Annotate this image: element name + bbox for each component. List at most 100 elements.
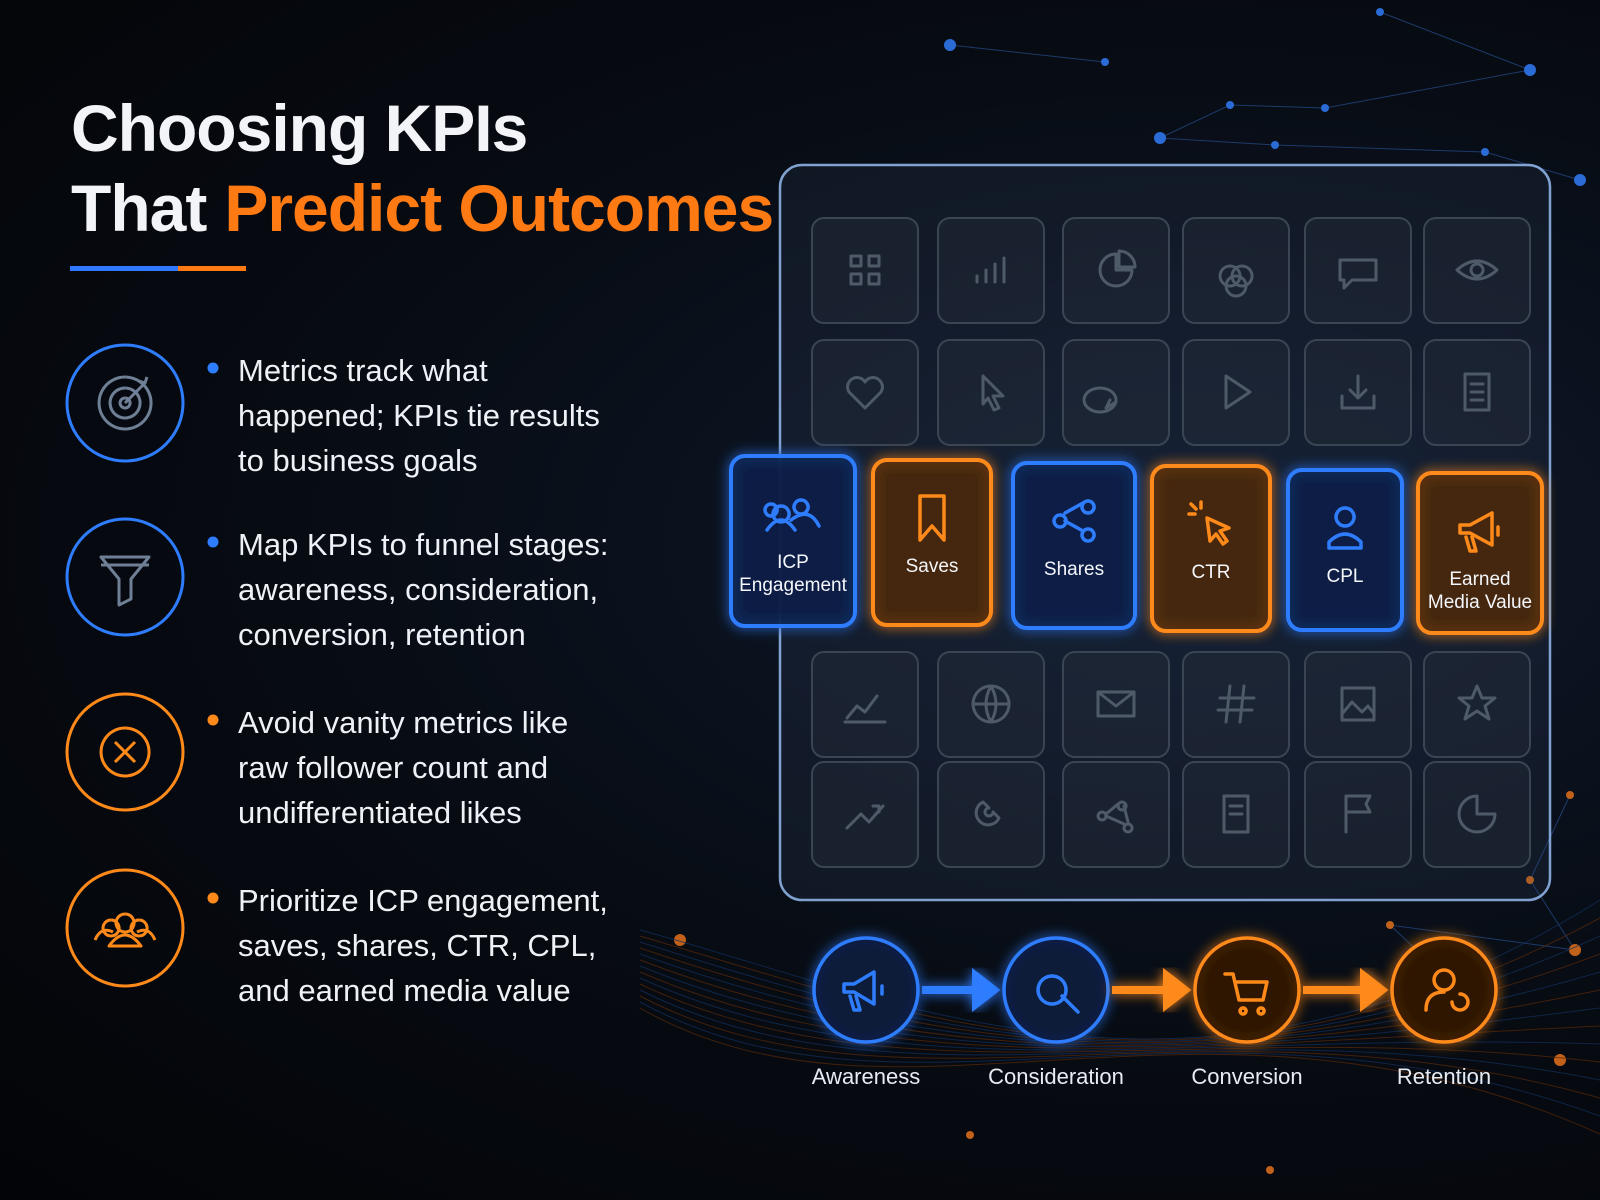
funnel-label: Awareness	[811, 1064, 921, 1089]
kpi-label: Shares	[1043, 559, 1105, 580]
tile-icon	[1096, 800, 1134, 834]
network-node	[1481, 148, 1489, 156]
tile-icon	[845, 804, 885, 830]
bullet-icons	[65, 343, 219, 988]
tile-icon	[971, 684, 1011, 724]
tile-icon	[1340, 686, 1376, 722]
network-node	[1574, 174, 1586, 186]
bullet-icon-ring	[65, 692, 185, 812]
kpi-icon	[1327, 506, 1363, 550]
icon-tile	[811, 761, 919, 868]
network-link	[1379, 11, 1531, 71]
icon-tile	[811, 339, 919, 446]
network-node	[674, 934, 686, 946]
tile-icon	[849, 254, 881, 286]
funnel-label: Consideration	[988, 1064, 1124, 1089]
bullet-icon-ring	[65, 868, 185, 988]
tile-icon	[1338, 258, 1378, 290]
funnel-ring	[812, 936, 920, 1044]
bullet-icon	[97, 375, 153, 431]
network-node	[1554, 1054, 1566, 1066]
network-node	[1569, 944, 1581, 956]
network-link	[1324, 69, 1531, 109]
icon-tile	[1423, 217, 1531, 324]
kpi-card	[1286, 468, 1404, 632]
kpi-label: CTR	[1191, 562, 1231, 583]
kpi-label: ICP Engagement	[739, 552, 847, 596]
title-line-2: That Predict Outcomes	[71, 168, 774, 248]
network-node	[966, 1131, 974, 1139]
icon-tile	[1423, 651, 1531, 758]
icon-tile	[1182, 339, 1290, 446]
tile-icon	[981, 374, 1005, 412]
kpi-card	[871, 458, 993, 627]
tile-icon	[1082, 386, 1118, 414]
network-link	[949, 44, 1106, 63]
icon-tile	[1304, 217, 1412, 324]
bullet-dot	[207, 892, 219, 904]
flow-line	[639, 983, 1600, 1063]
network-node	[1524, 64, 1536, 76]
bullet-icon-ring	[65, 343, 185, 463]
tile-icon	[1457, 684, 1497, 721]
network-node	[944, 39, 956, 51]
bullet-icon	[99, 726, 151, 778]
tile-icon	[1463, 372, 1491, 412]
icon-grid	[811, 217, 1531, 868]
tile-icon	[1224, 374, 1252, 410]
network-node	[1376, 8, 1384, 16]
funnel-ring	[1002, 936, 1110, 1044]
kpi-icon	[1187, 500, 1231, 546]
funnel-arrow	[922, 967, 1001, 1013]
network-node	[1566, 791, 1574, 799]
funnel-label: Conversion	[1191, 1064, 1303, 1089]
kpi-card	[1150, 464, 1272, 633]
funnel-icon	[1036, 974, 1080, 1014]
bullet-dot	[207, 714, 219, 726]
icon-tile	[1304, 651, 1412, 758]
icon-tile	[1182, 651, 1290, 758]
tile-icon	[846, 376, 884, 410]
icon-tile	[937, 339, 1045, 446]
network-node	[1271, 141, 1279, 149]
kpi-cards	[729, 454, 1544, 635]
funnel-label: Retention	[1396, 1064, 1492, 1089]
title-prefix: That	[71, 171, 207, 245]
funnel-icon	[1223, 972, 1269, 1016]
bullet-text: Avoid vanity metrics like raw follower c…	[238, 705, 569, 830]
title-highlight: Predict Outcomes	[224, 171, 774, 245]
network-node	[1101, 58, 1109, 66]
funnel-arrow	[1112, 967, 1192, 1013]
tile-icon	[1098, 249, 1137, 288]
kpi-label: Earned Media Value	[1427, 569, 1533, 613]
icon-tile	[811, 217, 919, 324]
underline-blue	[70, 266, 178, 271]
kpi-label: Saves	[905, 556, 959, 577]
network-node	[1226, 101, 1234, 109]
bullet-text: Map KPIs to funnel stages: awareness, co…	[238, 527, 609, 652]
kpi-icon	[1458, 511, 1500, 553]
bullet-text: Prioritize ICP engagement, saves, shares…	[238, 883, 608, 1008]
funnel-ring	[1193, 936, 1301, 1044]
tile-icon	[975, 256, 1006, 284]
funnel-arrow	[1303, 967, 1389, 1013]
bullet-icon	[99, 555, 151, 607]
icon-tile	[1062, 761, 1170, 868]
flow-line	[639, 1007, 1600, 1135]
funnel-stages	[812, 936, 1498, 1044]
icon-tile	[1304, 761, 1412, 868]
tile-icon	[1455, 259, 1499, 281]
icon-tile	[1182, 217, 1290, 324]
network-link	[1229, 104, 1326, 109]
tile-icon	[1344, 794, 1372, 834]
network-link	[1529, 879, 1576, 951]
network-node	[1266, 1166, 1274, 1174]
bullet-text: Metrics track what happened; KPIs tie re…	[238, 353, 600, 478]
funnel-icon	[842, 970, 884, 1012]
flow-line	[639, 989, 1600, 1081]
tile-icon	[1218, 264, 1254, 298]
network-link	[1159, 104, 1231, 139]
underline-orange	[178, 266, 246, 271]
